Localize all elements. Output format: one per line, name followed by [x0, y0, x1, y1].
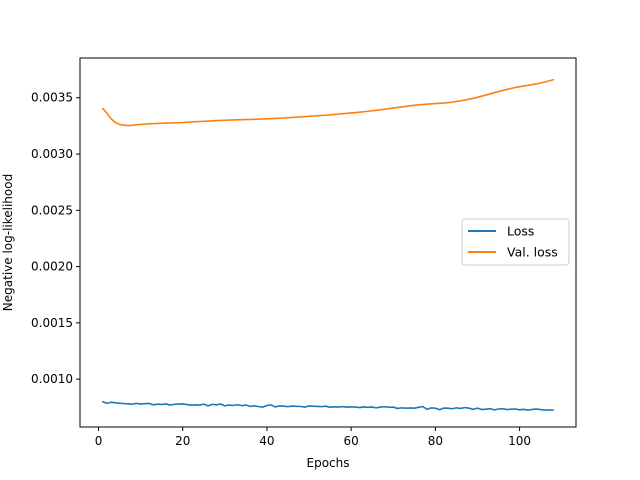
legend-label-val-loss: Val. loss: [507, 245, 558, 260]
legend-label-loss: Loss: [507, 224, 534, 239]
y-axis: 0.0010 0.0015 0.0020 0.0025 0.0030 0.0035: [31, 91, 80, 386]
legend: Loss Val. loss: [461, 218, 570, 266]
y-tick-label: 0.0020: [31, 260, 73, 274]
series-layer: [101, 78, 555, 411]
y-tick-label: 0.0030: [31, 147, 73, 161]
series-line-loss: [101, 400, 555, 411]
y-tick-label: 0.0015: [31, 316, 73, 330]
x-tick-label: 0: [95, 434, 103, 448]
x-tick-label: 40: [259, 434, 274, 448]
axes-frame: [79, 57, 577, 428]
y-axis-title: Negative log-likelihood: [1, 174, 15, 311]
y-tick-label: 0.0010: [31, 372, 73, 386]
x-tick-label: 80: [428, 434, 443, 448]
x-tick-label: 60: [344, 434, 359, 448]
x-axis-title: Epochs: [307, 456, 350, 470]
y-tick-label: 0.0025: [31, 203, 73, 217]
y-tick-label: 0.0035: [31, 91, 73, 105]
x-tick-label: 100: [508, 434, 531, 448]
x-tick-label: 20: [175, 434, 190, 448]
series-line-val-loss: [101, 78, 555, 127]
x-axis: 0 20 40 60 80 100: [95, 427, 531, 448]
